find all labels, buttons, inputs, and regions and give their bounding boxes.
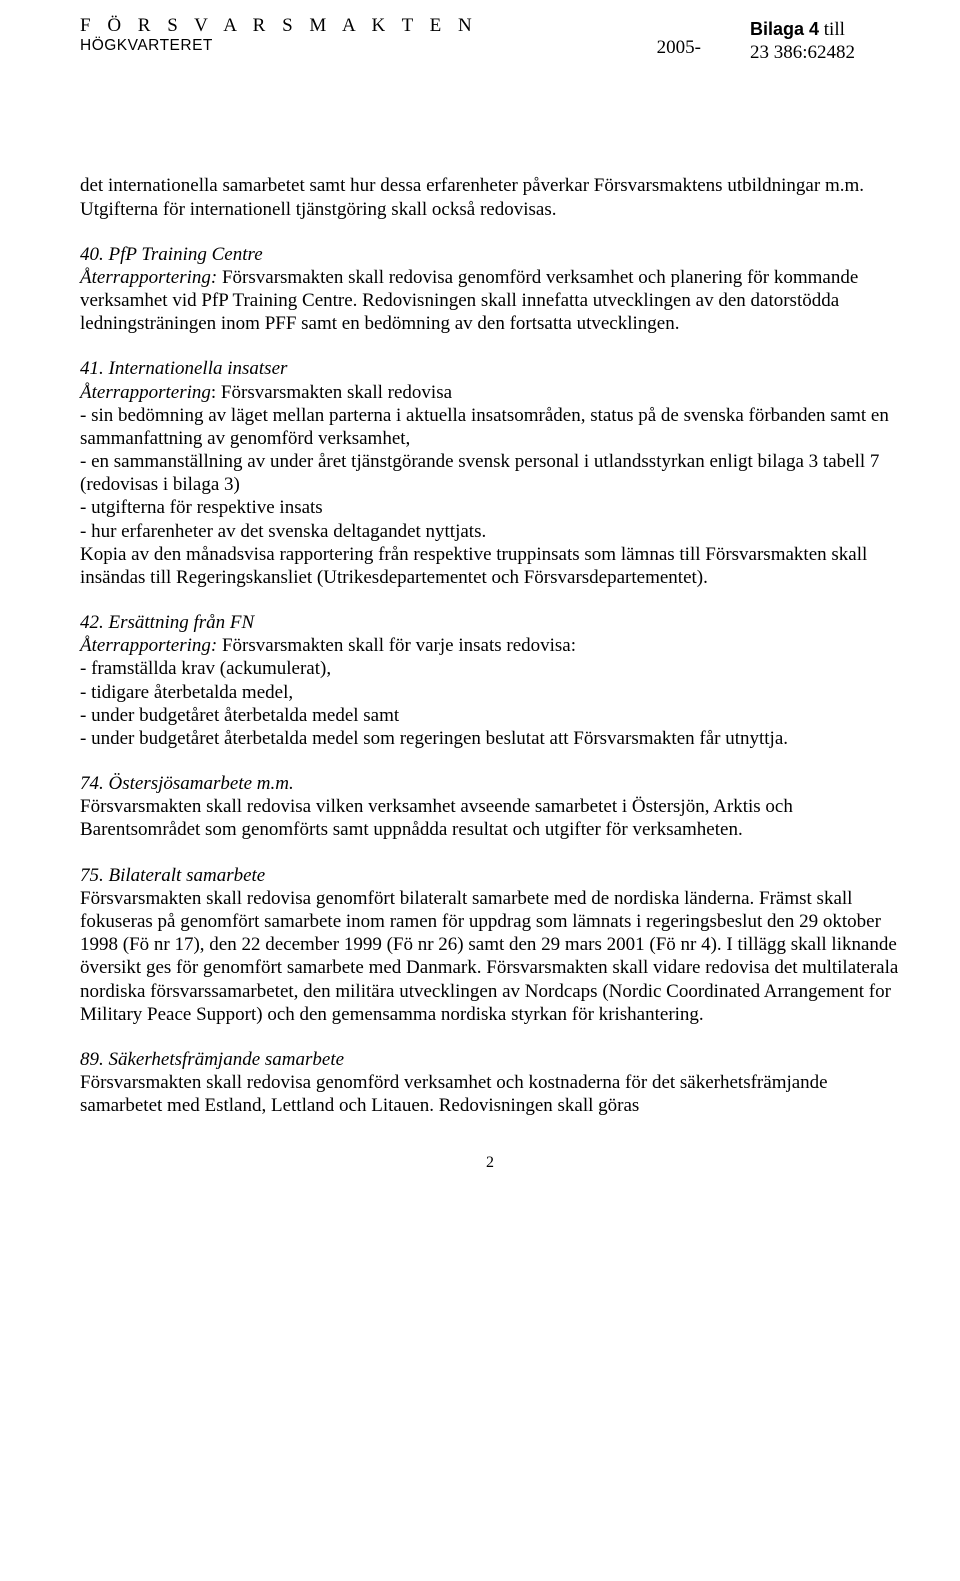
page-number: 2: [80, 1153, 900, 1173]
org-name: F Ö R S V A R S M A K T E N: [80, 14, 478, 37]
header-right: Bilaga 4 till 23 386:62482: [750, 14, 900, 64]
section-42-bullet-3: - under budgetåret återbetalda medel sam…: [80, 704, 900, 727]
document-body: det internationella samarbetet samt hur …: [80, 174, 900, 1117]
section-42-bullet-4: - under budgetåret återbetalda medel som…: [80, 727, 900, 750]
section-75-title: 75. Bilateralt samarbete: [80, 864, 900, 887]
section-41-bullet-4: - hur erfarenheter av det svenska deltag…: [80, 520, 900, 543]
bilaga-line: Bilaga 4 till: [750, 18, 900, 41]
section-40-body: Återrapportering: Försvarsmakten skall r…: [80, 266, 900, 336]
subunit: HÖGKVARTERET: [80, 37, 478, 56]
section-42-bullet-2: - tidigare återbetalda medel,: [80, 681, 900, 704]
intro-text: det internationella samarbetet samt hur …: [80, 174, 900, 220]
section-74-body: Försvarsmakten skall redovisa vilken ver…: [80, 795, 900, 841]
section-41-title: 41. Internationella insatser: [80, 357, 900, 380]
section-42-title: 42. Ersättning från FN: [80, 611, 900, 634]
header-left: F Ö R S V A R S M A K T E N HÖGKVARTERET: [80, 14, 478, 56]
header-center: 2005-: [527, 14, 701, 59]
section-42-bullet-1: - framställda krav (ackumulerat),: [80, 657, 900, 680]
section-40-title: 40. PfP Training Centre: [80, 243, 900, 266]
section-41-bullet-3: - utgifterna för respektive insats: [80, 496, 900, 519]
document-header: F Ö R S V A R S M A K T E N HÖGKVARTERET…: [80, 14, 900, 64]
year-text: 2005-: [657, 37, 701, 58]
section-40: 40. PfP Training Centre Återrapportering…: [80, 243, 900, 336]
intro-block: det internationella samarbetet samt hur …: [80, 174, 900, 220]
section-42: 42. Ersättning från FN Återrapportering:…: [80, 611, 900, 750]
doc-number: 23 386:62482: [750, 41, 900, 64]
section-41-lead: Återrapportering: Försvarsmakten skall r…: [80, 381, 900, 404]
section-41-bullet-2: - en sammanställning av under året tjäns…: [80, 450, 900, 496]
section-89-body: Försvarsmakten skall redovisa genomförd …: [80, 1071, 900, 1117]
section-74-title: 74. Östersjösamarbete m.m.: [80, 772, 900, 795]
section-74: 74. Östersjösamarbete m.m. Försvarsmakte…: [80, 772, 900, 842]
section-41: 41. Internationella insatser Återrapport…: [80, 357, 900, 589]
section-75-body: Försvarsmakten skall redovisa genomfört …: [80, 887, 900, 1026]
section-41-tail: Kopia av den månadsvisa rapportering frå…: [80, 543, 900, 589]
bilaga-label: Bilaga 4: [750, 19, 819, 39]
section-41-bullet-1: - sin bedömning av läget mellan parterna…: [80, 404, 900, 450]
page-container: F Ö R S V A R S M A K T E N HÖGKVARTERET…: [0, 0, 960, 1213]
section-42-lead: Återrapportering: Försvarsmakten skall f…: [80, 634, 900, 657]
bilaga-suffix: till: [819, 19, 845, 40]
section-89: 89. Säkerhetsfrämjande samarbete Försvar…: [80, 1048, 900, 1118]
section-75: 75. Bilateralt samarbete Försvarsmakten …: [80, 864, 900, 1026]
section-89-title: 89. Säkerhetsfrämjande samarbete: [80, 1048, 900, 1071]
